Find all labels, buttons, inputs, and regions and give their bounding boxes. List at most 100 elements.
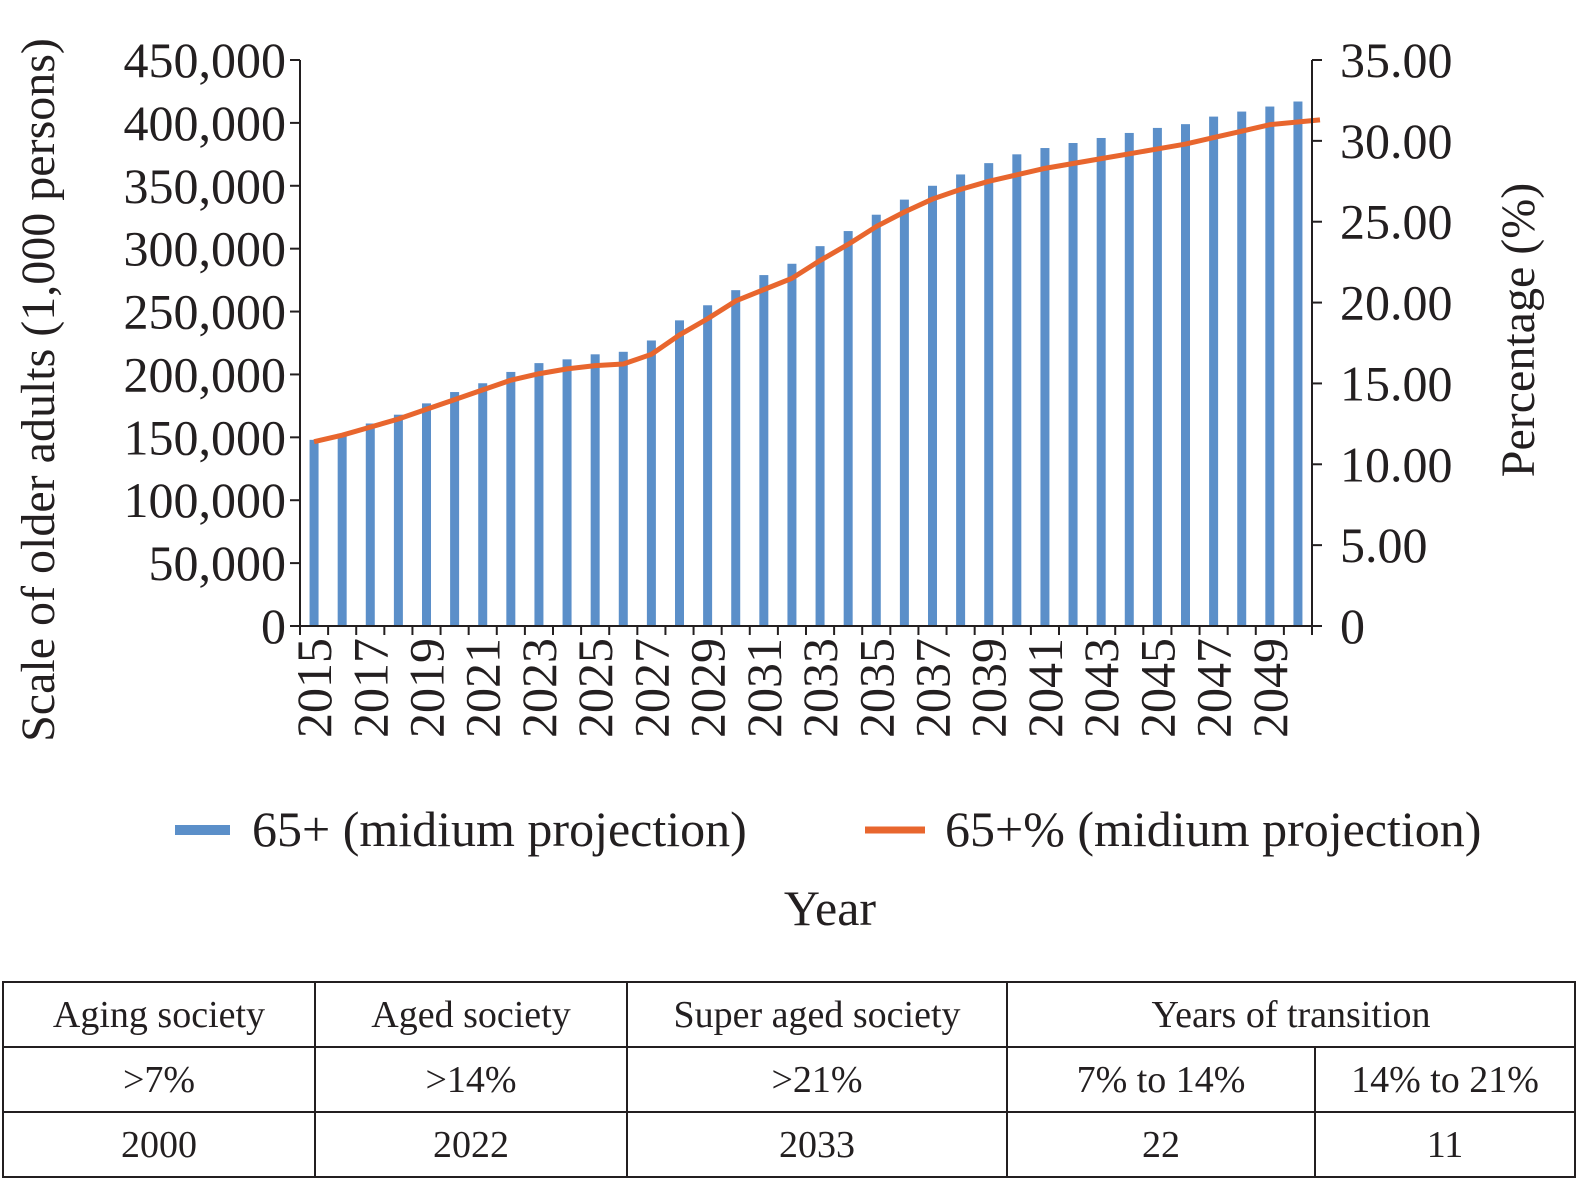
header-years-of-transition: Years of transition bbox=[1005, 981, 1576, 1048]
bar-2022 bbox=[506, 371, 516, 626]
bar-2048 bbox=[1237, 111, 1247, 626]
aging-chart: 0 50,000 100,000 150,000 200,000 250,000 300,0… bbox=[12, 32, 1545, 936]
x-ticks: 2015 2017 2019 2021 2023 2025 2027 2029 2031 2033… bbox=[286, 626, 1313, 738]
x-tick-label: 2035 bbox=[848, 638, 904, 738]
bar-2020 bbox=[450, 392, 460, 626]
table-threshold-row: >7% >14% >21% 7% to 14% 14% to 21% bbox=[2, 1046, 1576, 1113]
left-tick-label: 350,000 bbox=[124, 158, 287, 214]
right-tick-label: 30.00 bbox=[1340, 113, 1453, 169]
bar-2032 bbox=[787, 263, 797, 626]
bar-2021 bbox=[478, 383, 488, 626]
bar-2029 bbox=[703, 305, 713, 626]
bar-2023 bbox=[534, 363, 544, 626]
x-tick-label: 2043 bbox=[1073, 638, 1129, 738]
x-tick-label: 2039 bbox=[961, 638, 1017, 738]
transition-7-to-14: 7% to 14% bbox=[1006, 1046, 1316, 1113]
bar-2030 bbox=[731, 290, 741, 626]
header-super-aged-society: Super aged society bbox=[626, 981, 1008, 1048]
bar-2033 bbox=[815, 246, 825, 626]
right-tick-label: 15.00 bbox=[1340, 355, 1453, 411]
bar-2036 bbox=[899, 199, 909, 627]
x-tick-label: 2025 bbox=[567, 638, 623, 738]
x-tick-label: 2021 bbox=[455, 638, 511, 738]
bar-2040 bbox=[1012, 154, 1022, 626]
right-tick-label: 25.00 bbox=[1340, 194, 1453, 250]
bar-2028 bbox=[675, 320, 684, 626]
bar-2044 bbox=[1124, 132, 1134, 626]
threshold-super-aged: >21% bbox=[626, 1046, 1008, 1113]
value-aging-year: 2000 bbox=[2, 1111, 316, 1178]
left-tick-label: 150,000 bbox=[124, 409, 287, 465]
bar-2041 bbox=[1040, 148, 1050, 627]
bar-2045 bbox=[1152, 127, 1162, 627]
bar-2042 bbox=[1068, 143, 1078, 626]
bar-2017 bbox=[365, 423, 375, 626]
bar-2027 bbox=[646, 340, 656, 626]
bar-2016 bbox=[337, 433, 347, 626]
x-axis-title: Year bbox=[784, 880, 876, 936]
x-tick-label: 2031 bbox=[736, 638, 792, 738]
bar-2015 bbox=[309, 439, 319, 626]
left-y-ticks: 0 50,000 100,000 150,000 200,000 250,000 300,0… bbox=[124, 32, 300, 654]
right-tick-label: 20.00 bbox=[1340, 275, 1453, 331]
bar-2047 bbox=[1209, 116, 1219, 626]
x-tick-label: 2015 bbox=[286, 638, 342, 738]
left-tick-label: 200,000 bbox=[124, 346, 287, 402]
right-tick-label: 5.00 bbox=[1340, 517, 1428, 573]
bar-2043 bbox=[1096, 137, 1106, 627]
x-tick-label: 2037 bbox=[905, 638, 961, 738]
bar-2031 bbox=[759, 275, 769, 626]
threshold-aging: >7% bbox=[2, 1046, 316, 1113]
table-header-row: Aging society Aged society Super aged so… bbox=[2, 981, 1576, 1048]
left-tick-label: 100,000 bbox=[124, 472, 287, 528]
x-tick-label: 2033 bbox=[792, 638, 848, 738]
legend-label-bar: 65+ (midium projection) bbox=[252, 801, 747, 857]
x-tick-label: 2049 bbox=[1242, 638, 1298, 738]
header-aged-society: Aged society bbox=[314, 981, 628, 1048]
bar-2035 bbox=[871, 214, 881, 626]
x-tick-label: 2045 bbox=[1129, 638, 1185, 738]
line-series-65-plus-percent bbox=[313, 117, 1321, 445]
bar-2018 bbox=[393, 414, 403, 626]
bar-2024 bbox=[562, 359, 572, 626]
left-tick-label: 250,000 bbox=[124, 284, 287, 340]
table-value-row: 2000 2022 2033 22 11 bbox=[2, 1111, 1576, 1178]
bar-2037 bbox=[928, 185, 937, 626]
right-tick-label: 0 bbox=[1340, 598, 1365, 654]
bar-2046 bbox=[1181, 124, 1190, 627]
right-y-axis-title: Percentage (%) bbox=[1492, 183, 1545, 478]
bar-2050 bbox=[1293, 101, 1303, 626]
aging-transition-table: Aging society Aged society Super aged so… bbox=[2, 981, 1576, 1178]
value-transition-14-21: 11 bbox=[1313, 1111, 1576, 1178]
x-tick-label: 2023 bbox=[511, 638, 567, 738]
right-tick-label: 10.00 bbox=[1340, 436, 1453, 492]
left-tick-label: 400,000 bbox=[124, 95, 287, 151]
x-tick-label: 2017 bbox=[342, 638, 398, 738]
bar-2038 bbox=[956, 174, 966, 626]
threshold-aged: >14% bbox=[314, 1046, 628, 1113]
x-tick-label: 2041 bbox=[1017, 638, 1073, 738]
bar-2025 bbox=[590, 354, 600, 626]
value-aged-year: 2022 bbox=[314, 1111, 628, 1178]
legend-label-line: 65+% (midium projection) bbox=[945, 801, 1481, 857]
bar-2039 bbox=[984, 163, 994, 626]
bar-series-65-plus bbox=[309, 101, 1303, 627]
right-tick-label: 35.00 bbox=[1340, 32, 1453, 88]
x-tick-label: 2027 bbox=[623, 638, 679, 738]
right-y-ticks: 0 5.00 10.00 15.00 20.00 25.00 30.00 35.00 bbox=[1312, 32, 1453, 654]
header-aging-society: Aging society bbox=[2, 981, 316, 1048]
value-super-aged-year: 2033 bbox=[626, 1111, 1008, 1178]
bar-2026 bbox=[618, 351, 628, 626]
left-tick-label: 300,000 bbox=[124, 221, 287, 277]
left-y-axis-title: Scale of older adults (1,000 persons) bbox=[12, 38, 65, 742]
bar-2019 bbox=[422, 403, 431, 626]
x-tick-label: 2019 bbox=[399, 638, 455, 738]
bar-2034 bbox=[843, 231, 853, 626]
value-transition-7-14: 22 bbox=[1006, 1111, 1316, 1178]
x-tick-label: 2029 bbox=[680, 638, 736, 738]
legend: 65+ (midium projection) 65+% (midium pro… bbox=[175, 801, 1481, 857]
left-tick-label: 450,000 bbox=[124, 32, 287, 88]
x-tick-label: 2047 bbox=[1186, 638, 1242, 738]
left-tick-label: 0 bbox=[261, 598, 286, 654]
bar-2049 bbox=[1265, 106, 1275, 627]
